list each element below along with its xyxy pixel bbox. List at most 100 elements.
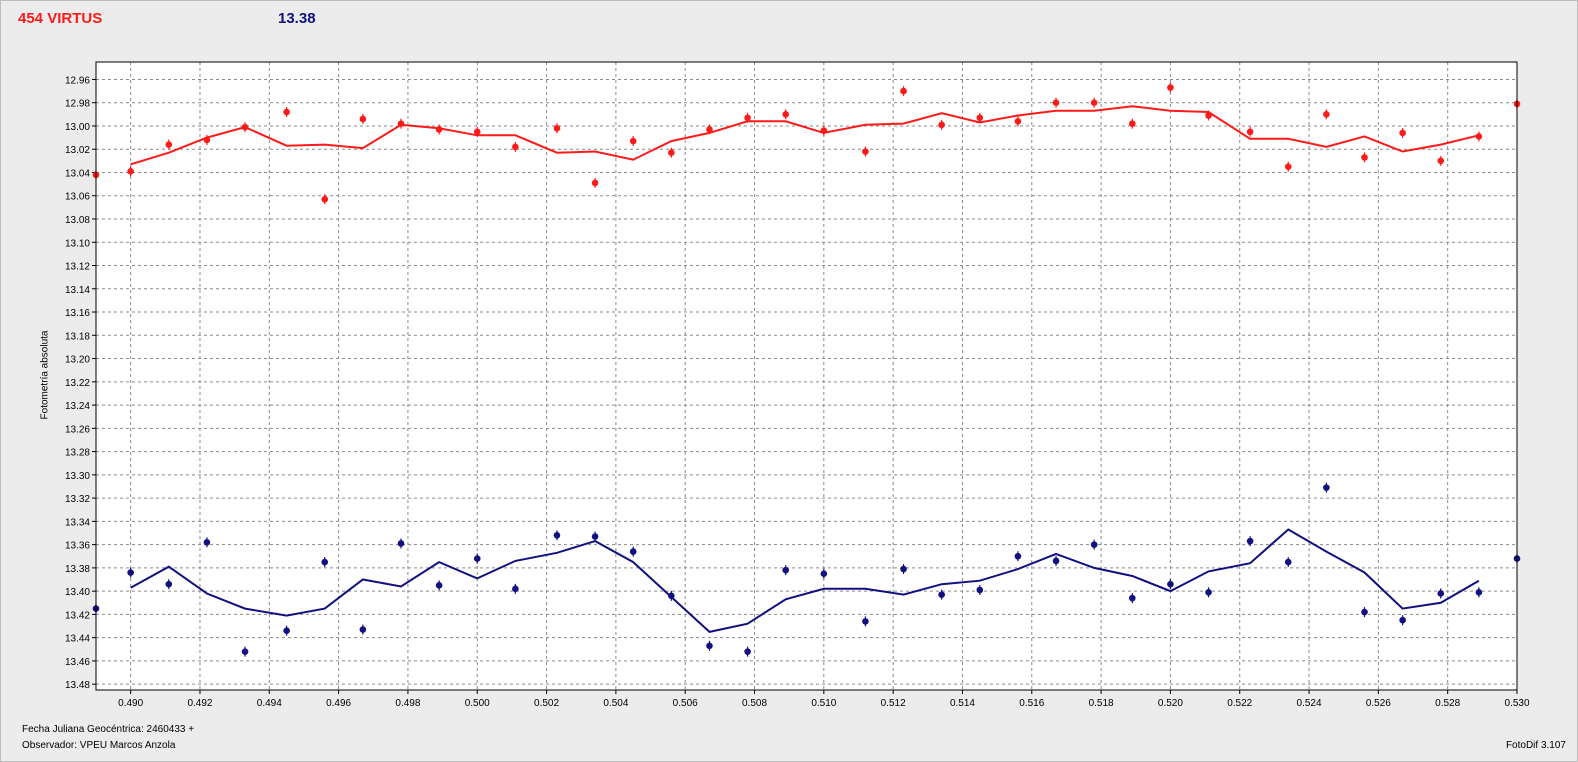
y-tick-label: 13.08: [65, 215, 90, 226]
x-tick-label: 0.504: [603, 698, 628, 709]
y-tick-label: 13.12: [65, 262, 90, 273]
y-tick-label: 13.44: [65, 634, 90, 645]
y-tick-label: 13.34: [65, 517, 90, 528]
x-tick-label: 0.490: [118, 698, 143, 709]
data-point: [127, 168, 134, 175]
y-tick-label: 13.42: [65, 610, 90, 621]
x-tick-label: 0.516: [1019, 698, 1044, 709]
y-tick-label: 13.36: [65, 541, 90, 552]
data-point: [629, 137, 637, 145]
x-tick-label: 0.524: [1297, 698, 1322, 709]
x-tick-label: 0.502: [534, 698, 559, 709]
data-point: [1323, 484, 1330, 491]
y-axis-ticks: 12.96 12.98 13.00 13.02 13.04 13.06 13.08 13.10…: [65, 75, 96, 691]
data-point: [862, 618, 869, 625]
data-point: [435, 582, 443, 589]
data-point: [706, 642, 713, 650]
y-tick-label: 13.16: [65, 308, 90, 319]
x-tick-label: 0.530: [1504, 698, 1529, 709]
data-point: [1014, 118, 1022, 125]
grid: [96, 62, 1518, 690]
y-tick-label: 13.38: [65, 564, 90, 575]
x-tick-label: 0.518: [1089, 698, 1114, 709]
data-point: [1052, 99, 1060, 107]
y-tick-label: 13.00: [65, 122, 90, 133]
y-tick-label: 13.14: [65, 285, 90, 296]
x-tick-label: 0.526: [1366, 698, 1391, 709]
data-point: [203, 539, 211, 546]
data-point: [321, 558, 329, 566]
data-point: [1284, 558, 1292, 566]
data-point: [862, 148, 869, 155]
data-point: [512, 143, 519, 151]
x-tick-label: 0.500: [465, 698, 490, 709]
y-tick-label: 13.06: [65, 192, 90, 203]
data-point: [976, 586, 984, 594]
data-point: [473, 128, 481, 136]
y-tick-label: 13.26: [65, 424, 90, 435]
data-point: [165, 141, 173, 148]
y-tick-label: 13.40: [65, 587, 90, 598]
data-point: [283, 108, 290, 116]
y-tick-label: 13.46: [65, 657, 90, 668]
y-tick-label: 13.30: [65, 471, 90, 482]
series-0: [92, 82, 1521, 205]
data-point: [1205, 589, 1212, 596]
magnitude-value: 13.38: [278, 10, 316, 27]
series-layer: [92, 82, 1521, 657]
data-point: [1437, 157, 1445, 165]
data-point: [938, 591, 945, 598]
data-point: [1437, 590, 1445, 597]
y-axis-label: Fotometría absoluta: [39, 330, 51, 420]
data-point: [782, 111, 790, 118]
x-tick-label: 0.528: [1435, 698, 1460, 709]
series-1: [130, 105, 1480, 166]
series-line: [130, 105, 1480, 166]
data-point: [473, 555, 481, 562]
plot-frame: [95, 61, 1518, 691]
data-point: [1090, 541, 1098, 548]
observer-label: Observador: VPEU Marcos Anzola: [22, 740, 176, 751]
x-tick-label: 0.506: [673, 698, 698, 709]
data-point: [706, 126, 713, 133]
data-point: [397, 540, 405, 547]
y-tick-label: 13.20: [65, 355, 90, 366]
x-tick-label: 0.514: [950, 698, 975, 709]
data-point: [1323, 111, 1330, 118]
data-point: [1052, 557, 1060, 565]
data-point: [553, 532, 561, 539]
y-tick-label: 13.22: [65, 378, 90, 389]
data-point: [744, 648, 751, 655]
data-point: [744, 114, 751, 122]
y-tick-label: 13.10: [65, 238, 90, 249]
x-axis-label: Fecha Juliana Geocéntrica: 2460433 +: [22, 724, 195, 735]
series-3: [130, 528, 1480, 633]
series-2: [92, 482, 1521, 657]
x-tick-label: 0.512: [881, 698, 906, 709]
data-point: [512, 585, 519, 593]
data-point: [938, 121, 945, 129]
data-point: [1399, 129, 1406, 137]
data-point: [629, 548, 637, 555]
data-point: [900, 87, 907, 95]
data-point: [359, 115, 367, 123]
y-tick-label: 13.18: [65, 331, 90, 342]
data-point: [283, 627, 290, 634]
plot-area: [96, 62, 1517, 690]
data-point: [1475, 589, 1483, 596]
x-tick-label: 0.498: [395, 698, 420, 709]
x-tick-label: 0.522: [1227, 698, 1252, 709]
x-tick-label: 0.494: [257, 698, 282, 709]
y-tick-label: 13.02: [65, 145, 90, 156]
data-point: [1246, 128, 1254, 136]
data-point: [1128, 594, 1136, 602]
x-tick-label: 0.492: [187, 698, 212, 709]
data-point: [553, 124, 561, 132]
data-point: [782, 566, 790, 574]
data-point: [591, 533, 599, 540]
y-tick-label: 13.48: [65, 680, 90, 691]
data-point: [241, 648, 249, 655]
series-line: [130, 528, 1480, 633]
data-point: [1014, 552, 1022, 560]
